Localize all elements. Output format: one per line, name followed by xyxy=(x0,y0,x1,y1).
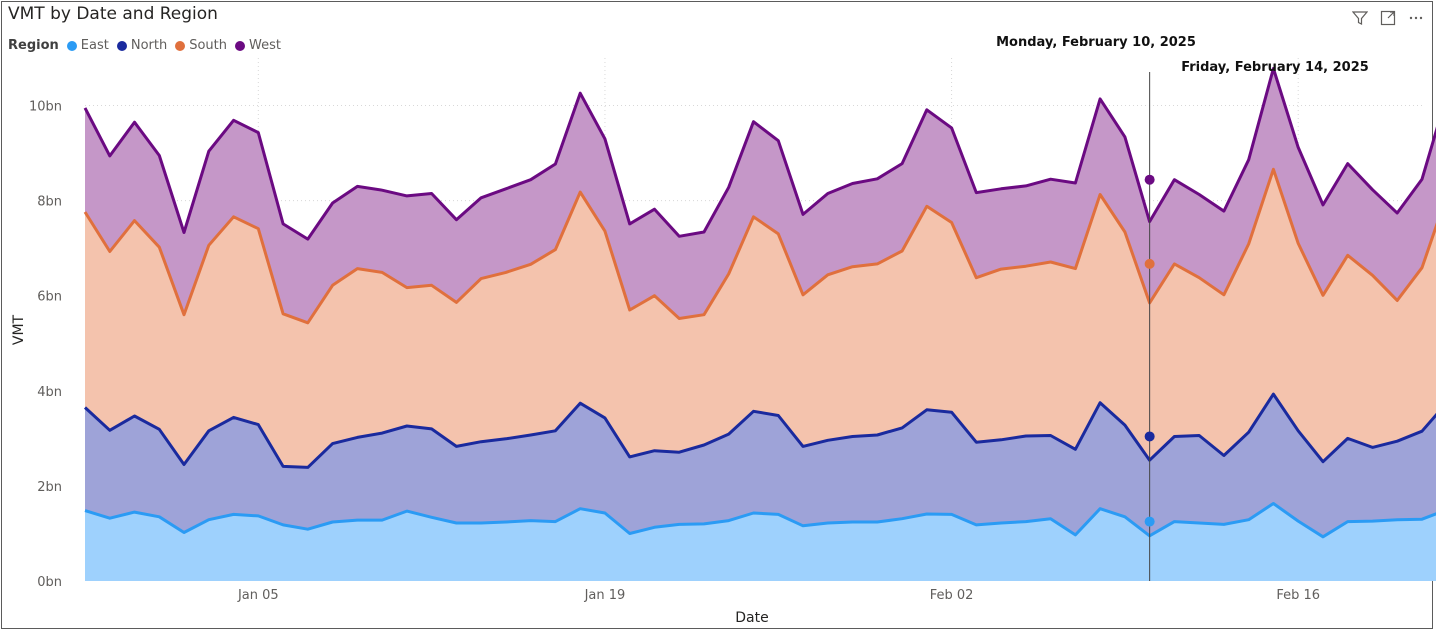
y-tick-label: 8bn xyxy=(37,195,62,210)
legend-marker-west xyxy=(234,40,245,51)
legend-item-west[interactable]: West xyxy=(234,38,281,53)
legend-label-south: South xyxy=(189,38,227,53)
legend-marker-east xyxy=(66,40,77,51)
hover-point-south xyxy=(1144,258,1155,269)
area-east xyxy=(85,503,1436,581)
hover-point-north xyxy=(1144,431,1155,442)
legend: Region East North South West xyxy=(8,38,289,53)
x-tick-label: Jan 19 xyxy=(584,588,626,603)
x-tick-label: Jan 05 xyxy=(237,588,279,603)
more-options-icon[interactable] xyxy=(1406,8,1426,28)
area-fills xyxy=(85,68,1436,581)
legend-item-north[interactable]: North xyxy=(116,38,168,53)
y-axis-title: VMT xyxy=(11,314,27,345)
legend-item-east[interactable]: East xyxy=(66,38,109,53)
hover-point-west xyxy=(1144,174,1155,185)
area-west xyxy=(85,68,1436,323)
legend-marker-south xyxy=(175,40,186,51)
series-lines xyxy=(83,67,1436,539)
x-tick-label: Feb 16 xyxy=(1276,588,1320,603)
line-north xyxy=(83,392,1436,469)
visual-header-icons xyxy=(1350,8,1426,28)
area-south xyxy=(85,169,1436,468)
legend-marker-north xyxy=(116,40,127,51)
filter-icon[interactable] xyxy=(1350,8,1370,28)
legend-title: Region xyxy=(8,38,59,53)
legend-label-north: North xyxy=(130,38,168,53)
hover-point-east xyxy=(1144,516,1155,527)
legend-label-east: East xyxy=(80,38,109,53)
hover-layer xyxy=(1144,72,1155,581)
area-north xyxy=(85,394,1436,537)
y-tick-label: 0bn xyxy=(37,575,62,590)
y-tick-label: 4bn xyxy=(37,385,62,400)
legend-item-south[interactable]: South xyxy=(175,38,227,53)
x-axis-title: Date xyxy=(735,610,768,626)
secondary-date-label: Friday, February 14, 2025 xyxy=(1181,60,1369,75)
y-tick-label: 6bn xyxy=(37,290,62,305)
axes: 0bn 2bn 4bn 6bn 8bn 10bn Jan 05 Jan 19 Feb 02 Feb… xyxy=(29,100,1320,603)
legend-label-west: West xyxy=(248,38,281,53)
hover-date-label: Monday, February 10, 2025 xyxy=(996,35,1196,50)
y-tick-label: 2bn xyxy=(37,480,62,495)
focus-mode-icon[interactable] xyxy=(1378,8,1398,28)
y-tick-label: 10bn xyxy=(29,100,62,115)
line-west xyxy=(83,67,1436,241)
line-south xyxy=(83,167,1436,325)
chart-title: VMT by Date and Region xyxy=(8,4,218,24)
x-tick-label: Feb 02 xyxy=(930,588,974,603)
line-east xyxy=(84,502,1436,539)
